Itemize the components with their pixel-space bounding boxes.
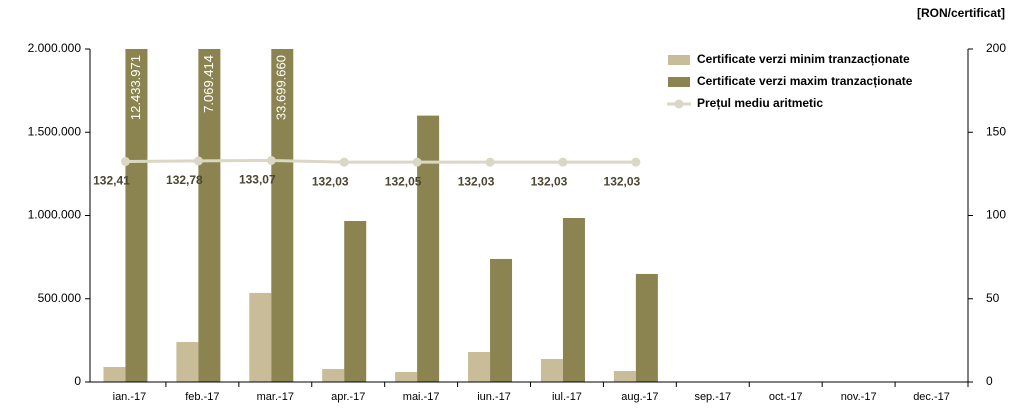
bar bbox=[395, 372, 418, 382]
y-tick-label: 1.500.000 bbox=[28, 124, 82, 138]
x-tick-label: mar.-17 bbox=[257, 391, 294, 403]
bar bbox=[613, 371, 636, 382]
y2-tick-label: 100 bbox=[986, 208, 1006, 222]
plot-area bbox=[103, 49, 658, 382]
x-tick-label: iul.-17 bbox=[552, 391, 582, 403]
bar bbox=[540, 359, 563, 382]
line-value-label: 132,03 bbox=[458, 174, 495, 188]
bar bbox=[344, 220, 367, 382]
line-marker bbox=[485, 157, 495, 167]
line-value-label: 132,03 bbox=[312, 174, 349, 188]
legend-marker bbox=[674, 99, 684, 109]
y2-tick-label: 150 bbox=[986, 124, 1006, 138]
bar bbox=[322, 369, 345, 382]
line-value-label: 132,05 bbox=[385, 174, 422, 188]
line-value-label: 132,78 bbox=[166, 173, 203, 187]
legend-swatch bbox=[668, 77, 690, 87]
x-tick-label: sep.-17 bbox=[694, 391, 731, 403]
line-marker bbox=[412, 157, 422, 167]
legend-swatch bbox=[668, 55, 690, 65]
bar bbox=[562, 217, 585, 382]
legend-label: Certificate verzi maxim tranzacționate bbox=[697, 74, 913, 88]
y-tick-label: 0 bbox=[74, 374, 81, 388]
bar bbox=[176, 342, 199, 382]
bar bbox=[249, 292, 272, 382]
x-tick-label: apr.-17 bbox=[331, 391, 365, 403]
line-value-label: 132,03 bbox=[604, 174, 641, 188]
line-marker bbox=[193, 156, 203, 166]
line-marker bbox=[266, 155, 276, 165]
y2-tick-label: 200 bbox=[986, 41, 1006, 55]
x-tick-label: feb.-17 bbox=[185, 391, 219, 403]
line-marker bbox=[339, 157, 349, 167]
bar bbox=[635, 273, 658, 382]
bar bbox=[417, 115, 440, 382]
legend-label: Certificate verzi minim tranzacționate bbox=[697, 52, 910, 66]
line-value-label: 132,03 bbox=[531, 174, 568, 188]
bar bbox=[125, 49, 148, 382]
x-tick-label: ian.-17 bbox=[113, 391, 147, 403]
x-tick-label: oct.-17 bbox=[769, 391, 803, 403]
line bbox=[125, 158, 636, 164]
bar bbox=[468, 352, 491, 382]
x-tick-label: mai.-17 bbox=[403, 391, 440, 403]
y-tick-label: 500.000 bbox=[38, 291, 82, 305]
line-marker bbox=[631, 157, 641, 167]
bar bbox=[198, 49, 221, 382]
bar bbox=[103, 367, 126, 382]
x-tick-label: iun.-17 bbox=[477, 391, 511, 403]
bar-value-label: 33.699.660 bbox=[274, 55, 289, 120]
bar-value-label: 7.069.414 bbox=[201, 55, 216, 113]
line-value-label: 132,41 bbox=[93, 174, 130, 188]
x-tick-label: dec.-17 bbox=[913, 391, 950, 403]
bar bbox=[490, 258, 513, 382]
bar-value-label: 12.433.971 bbox=[128, 55, 143, 120]
y2-axis-label: [RON/certificat] bbox=[917, 6, 1005, 20]
y-tick-label: 2.000.000 bbox=[28, 41, 82, 55]
y2-tick-label: 50 bbox=[986, 291, 1000, 305]
legend-label: Prețul mediu aritmetic bbox=[697, 96, 823, 110]
x-tick-label: aug.-17 bbox=[621, 391, 658, 403]
line-value-label: 133,07 bbox=[239, 173, 276, 187]
y2-tick-label: 0 bbox=[986, 374, 993, 388]
line-marker bbox=[558, 157, 568, 167]
line-marker bbox=[120, 157, 130, 167]
x-tick-label: nov.-17 bbox=[841, 391, 877, 403]
bar bbox=[271, 49, 294, 382]
y-tick-label: 1.000.000 bbox=[28, 208, 82, 222]
